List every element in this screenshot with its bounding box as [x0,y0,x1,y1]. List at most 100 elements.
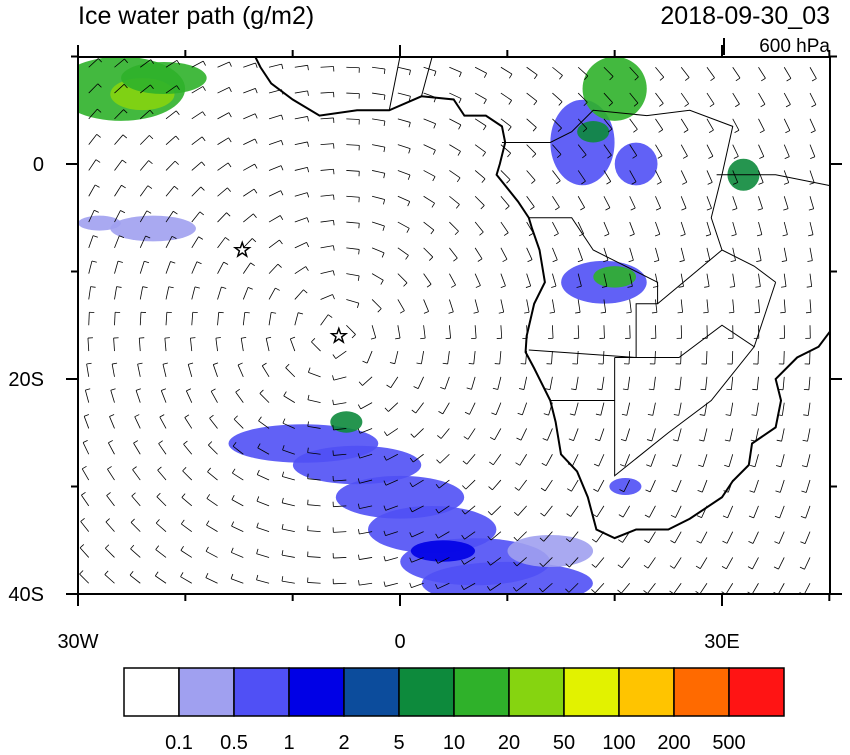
wind-barb-flag [701,389,706,390]
wind-barb [424,325,426,338]
wind-barb-flag [400,311,404,314]
wind-barb-flag [810,157,815,159]
wind-barb-flag [759,156,764,158]
wind-barb-flag [459,99,461,104]
wind-barb-flag [181,520,184,524]
wind-barb-flag [278,264,282,267]
wind-barb [626,428,630,440]
wind-barb-flag [456,204,459,208]
wind-barb-flag [469,363,474,364]
wind-barb-flag [203,86,206,90]
wind-barb [681,351,682,364]
wind-barb-flag [255,164,257,168]
wind-barb-flag [216,338,221,339]
wind-barb [282,503,295,506]
wind-barb-flag [672,465,677,467]
ice-cloud [577,121,609,142]
wind-barb [372,222,384,226]
wind-barb-flag [407,228,409,232]
wind-barb [321,195,334,196]
wind-barb-flag [92,261,97,262]
wind-barb [730,428,733,441]
wind-barb [547,428,552,440]
wind-barb [284,396,295,403]
wind-barb [527,170,536,180]
wind-barb [243,287,248,299]
wind-barb-flag [555,207,559,210]
wind-barb [269,288,275,299]
wind-barb-flag [621,439,626,440]
wind-barb-flag [358,276,359,281]
colorbar-box [674,668,729,716]
wind-barb-flag [681,234,686,236]
wind-barb-flag [107,492,111,495]
wind-barb [655,145,662,156]
wind-barb [707,170,712,182]
wind-barb-flag [484,100,486,104]
lon-label: 0 [394,631,405,653]
wind-barb-flag [358,529,359,534]
wind-barb [192,61,203,67]
wind-barb [372,299,381,308]
wind-barb [416,403,424,413]
wind-barb [385,557,398,561]
wind-barb-flag [414,387,419,389]
wind-barb-flag [416,363,421,364]
wind-barb-flag [229,113,231,117]
wind-barb [166,111,176,119]
wind-barb-flag [333,400,334,405]
wind-barb-flag [411,434,414,438]
wind-barb [808,428,810,441]
wind-barb [475,222,483,232]
wind-barb [810,222,813,235]
wind-barb-flag [516,438,521,440]
wind-barb [649,506,655,517]
wind-barb-flag [711,78,715,81]
wind-barb-flag [308,91,309,96]
wind-barb-flag [433,150,435,155]
wind-barb [784,299,785,312]
wind-barb-flag [501,286,506,288]
wind-barb [733,222,737,234]
wind-barb-flag [519,389,524,390]
wind-barb-flag [543,438,548,440]
wind-barb-flag [437,435,441,438]
wind-barb-flag [670,541,674,543]
wind-barb-flag [171,261,176,263]
wind-barb [192,162,202,171]
wind-barb [218,188,228,196]
wind-barb-flag [704,286,709,287]
wind-barb [778,583,784,594]
wind-barb-flag [723,516,728,518]
wind-barb [243,189,254,196]
wind-barb [729,454,733,466]
wind-barb-flag [409,122,410,127]
wind-barb [206,551,217,557]
wind-barb [218,213,227,222]
wind-barb-flag [540,513,544,516]
wind-barb-flag [629,260,634,261]
wind-barb [192,262,197,274]
wind-barb [674,583,682,594]
wind-barb [321,169,334,170]
wind-barb-flag [618,565,622,568]
border [421,57,432,97]
wind-barb-flag [505,206,509,209]
wind-barb-flag [504,233,508,236]
wind-barb [321,295,333,300]
wind-barb [706,377,707,390]
wind-barb [262,366,269,377]
wind-barb [655,196,660,208]
wind-barb-flag [203,61,205,65]
wind-barb-flag [424,311,429,313]
wind-barb [578,248,582,260]
wind-barb [758,93,764,104]
wind-barb-flag [307,218,309,223]
wind-barb [707,67,715,78]
wind-barb [449,67,461,72]
wind-barb [681,299,682,312]
wind-barb-flag [175,161,179,164]
wind-barb-flag [96,160,100,163]
wind-barb [810,248,812,261]
ice-cloud [507,535,593,567]
